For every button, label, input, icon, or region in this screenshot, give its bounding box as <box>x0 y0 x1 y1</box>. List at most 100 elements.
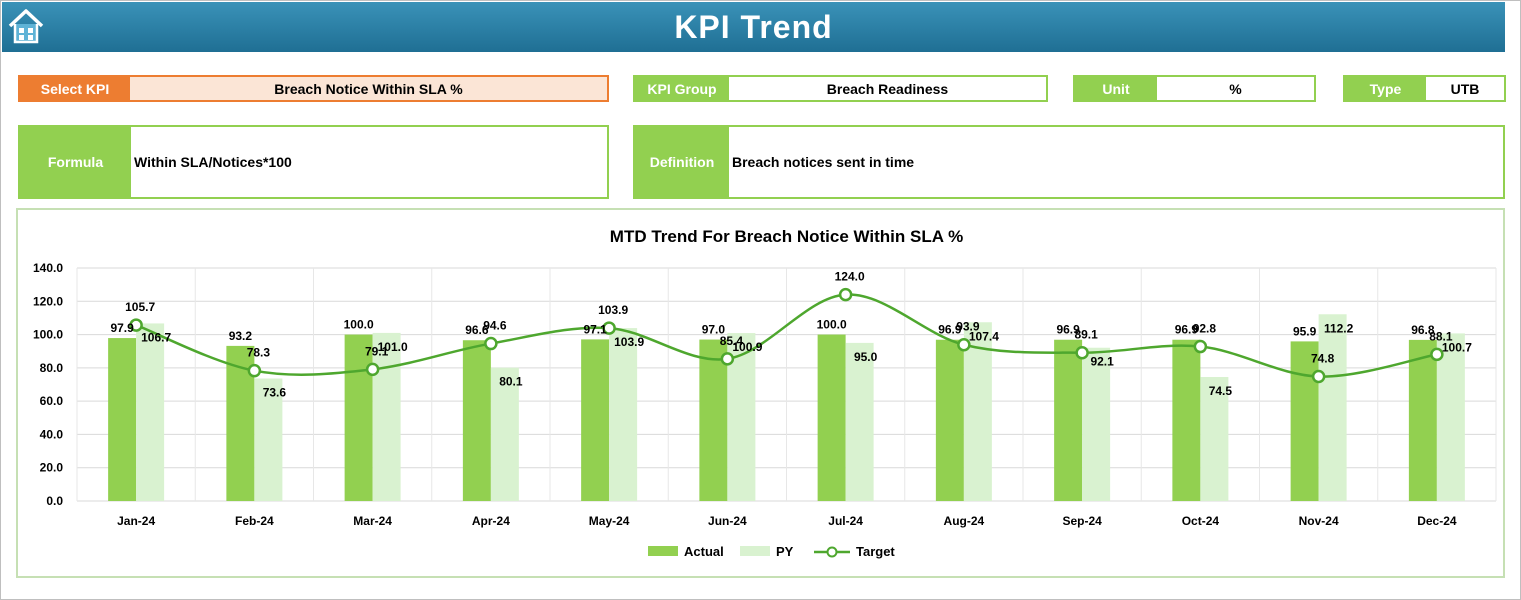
target-marker <box>1075 345 1089 360</box>
data-label-actual: 96.9 <box>1175 323 1199 337</box>
x-tick-label: Aug-24 <box>944 514 985 528</box>
bar-py <box>609 328 638 501</box>
data-label-py: 73.6 <box>263 386 287 400</box>
data-label-actual: 96.6 <box>465 323 489 337</box>
unit-field: Unit % <box>1073 75 1316 102</box>
data-label-py: 103.9 <box>614 335 644 349</box>
bar-py <box>1318 314 1347 501</box>
target-marker <box>957 337 971 352</box>
data-label-py: 100.9 <box>732 340 762 354</box>
target-marker <box>1430 347 1444 362</box>
x-tick-label: Sep-24 <box>1062 514 1102 528</box>
bar-actual <box>581 339 610 501</box>
chart-svg: MTD Trend For Breach Notice Within SLA %… <box>33 227 1497 559</box>
select-kpi-field: Select KPI Breach Notice Within SLA % <box>18 75 609 102</box>
formula-value: Within SLA/Notices*100 <box>134 154 292 170</box>
x-tick-label: Dec-24 <box>1417 514 1457 528</box>
data-label-target: 74.8 <box>1311 352 1335 366</box>
select-kpi-label: Select KPI <box>20 77 130 100</box>
kpi-group-label: KPI Group <box>635 77 729 100</box>
home-icon[interactable] <box>6 6 46 46</box>
data-label-target: 103.9 <box>598 303 628 317</box>
header-banner: KPI Trend <box>2 2 1505 52</box>
bar-py <box>845 342 874 501</box>
bar-actual <box>1054 339 1083 501</box>
y-tick-label: 0.0 <box>46 494 63 508</box>
x-tick-label: Nov-24 <box>1299 514 1339 528</box>
target-marker <box>602 321 616 335</box>
data-label-py: 92.1 <box>1090 355 1114 369</box>
bar-actual <box>108 338 137 501</box>
data-label-target: 124.0 <box>835 270 865 284</box>
data-label-target: 94.6 <box>483 319 507 333</box>
legend-marker-target <box>826 546 838 558</box>
formula-label: Formula <box>20 127 131 197</box>
y-tick-label: 20.0 <box>40 461 64 475</box>
definition-value: Breach notices sent in time <box>732 154 915 170</box>
data-label-py: 80.1 <box>499 375 523 389</box>
target-marker <box>247 363 262 378</box>
data-label-py: 107.4 <box>969 329 999 343</box>
data-label-actual: 100.0 <box>817 318 847 332</box>
bar-actual <box>1172 339 1201 501</box>
target-marker <box>720 352 735 366</box>
chart-title: MTD Trend For Breach Notice Within SLA % <box>610 227 963 246</box>
data-label-py: 106.7 <box>141 330 171 344</box>
legend-swatch-actual <box>648 546 678 556</box>
legend-swatch-py <box>740 546 770 556</box>
bar-actual <box>462 340 491 501</box>
data-label-actual: 93.2 <box>229 329 253 343</box>
data-label-actual: 96.8 <box>1411 323 1435 337</box>
x-tick-label: Jan-24 <box>117 514 155 528</box>
select-kpi-dropdown[interactable]: Breach Notice Within SLA % <box>130 77 607 100</box>
data-label-target: 105.7 <box>125 300 155 314</box>
target-line <box>135 293 1438 378</box>
y-tick-label: 100.0 <box>33 328 63 342</box>
target-marker <box>1193 339 1208 354</box>
formula-box: Formula Within SLA/Notices*100 <box>18 125 609 199</box>
data-label-actual: 95.9 <box>1293 324 1317 338</box>
target-marker <box>129 318 143 332</box>
data-label-py: 101.0 <box>378 340 408 354</box>
data-label-actual: 96.9 <box>1056 323 1080 337</box>
bar-py <box>963 322 992 501</box>
target-marker <box>365 362 380 377</box>
legend-label-py: PY <box>776 544 794 559</box>
y-tick-label: 120.0 <box>33 294 63 308</box>
bar-actual <box>935 339 964 501</box>
data-label-target: 79.1 <box>365 344 389 358</box>
target-marker <box>484 336 498 351</box>
data-label-actual: 97.9 <box>110 321 134 335</box>
page-title: KPI Trend <box>674 8 833 45</box>
x-tick-label: Jun-24 <box>708 514 747 528</box>
definition-label: Definition <box>635 127 729 197</box>
data-label-py: 95.0 <box>854 350 878 364</box>
y-tick-label: 40.0 <box>40 427 64 441</box>
data-label-actual: 97.0 <box>702 323 726 337</box>
bar-py <box>1082 347 1111 501</box>
bar-actual <box>1408 339 1437 501</box>
bar-actual <box>344 334 373 501</box>
y-tick-label: 60.0 <box>40 394 64 408</box>
unit-value: % <box>1229 80 1242 97</box>
bar-py <box>1200 377 1229 501</box>
y-tick-label: 140.0 <box>33 261 63 275</box>
data-label-actual: 97.1 <box>583 322 607 336</box>
legend-label-actual: Actual <box>684 544 724 559</box>
type-field: Type UTB <box>1343 75 1506 102</box>
bar-actual <box>817 334 846 501</box>
type-label: Type <box>1345 77 1426 100</box>
kpi-group-value: Breach Readiness <box>826 80 949 97</box>
data-label-target: 88.1 <box>1429 329 1453 343</box>
bar-py <box>372 332 401 501</box>
type-value: UTB <box>1450 80 1480 97</box>
bar-actual <box>699 339 728 501</box>
data-label-target: 89.1 <box>1074 328 1098 342</box>
y-tick-label: 80.0 <box>40 361 64 375</box>
x-tick-label: Feb-24 <box>235 514 274 528</box>
x-tick-label: Oct-24 <box>1182 514 1220 528</box>
bar-py <box>136 323 165 501</box>
data-label-target: 92.8 <box>1193 322 1217 336</box>
kpi-group-field: KPI Group Breach Readiness <box>633 75 1048 102</box>
data-label-actual: 100.0 <box>344 318 374 332</box>
